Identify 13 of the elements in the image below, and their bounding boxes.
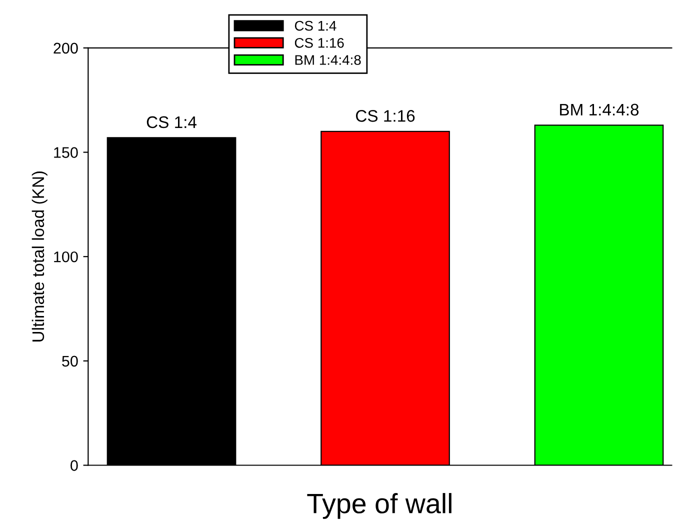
x-axis-title: Type of wall <box>307 493 452 519</box>
legend-label: CS 1:16 <box>294 38 344 48</box>
text: CS 1:4 <box>146 116 197 128</box>
y-tick-label: 100 <box>54 251 78 262</box>
text: BM 1:4:4:8 <box>560 104 639 116</box>
legend-label: CS 1:4 <box>294 20 336 31</box>
y-tick-label: 0 <box>70 460 78 471</box>
y-tick-label: 150 <box>54 147 78 158</box>
legend-label: BM 1:4:4:8 <box>295 55 361 65</box>
text: CS 1:16 <box>356 110 415 122</box>
y-tick-label: 200 <box>54 42 78 54</box>
y-tick-label: 50 <box>62 356 78 367</box>
y-axis-title: Ultimate total load (KN) <box>32 171 48 342</box>
